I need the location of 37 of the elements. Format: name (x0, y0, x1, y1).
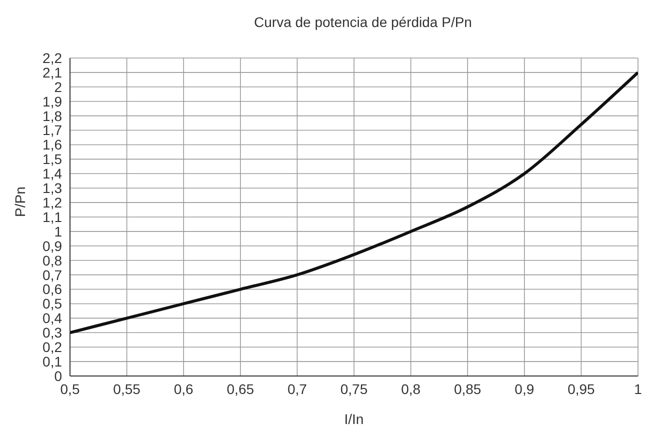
x-axis-title: I/In (344, 411, 364, 427)
y-axis-title: P/Pn (12, 186, 28, 217)
y-tick-label: 1,2 (42, 194, 62, 211)
y-tick-label: 0,9 (42, 238, 62, 254)
y-tick-label: 0,5 (42, 296, 62, 312)
y-tick-label: 0,3 (42, 324, 62, 341)
x-tick-label: 0,65 (226, 380, 254, 397)
y-tick-label: 2 (54, 78, 62, 95)
x-tick-label: 0,55 (113, 380, 141, 397)
y-tick-label: 1,6 (42, 136, 62, 153)
y-tick-label: 1,1 (42, 208, 62, 225)
chart-title: Curva de potencia de pérdida P/Pn (253, 14, 473, 30)
y-tick-label: 2,1 (42, 64, 62, 80)
x-tick-label: 0,6 (174, 380, 194, 397)
y-tick-label: 0,4 (42, 310, 62, 326)
x-tick-label: 1 (634, 380, 642, 397)
x-tick-label: 0,9 (514, 380, 534, 397)
y-tick-label: 0,8 (42, 252, 62, 268)
y-tick-label: 1,9 (42, 93, 62, 110)
y-tick-label: 1,8 (42, 108, 62, 124)
y-tick-label: 1,5 (42, 151, 62, 168)
x-tick-label: 0,95 (568, 380, 596, 397)
line-series (70, 70, 638, 334)
y-tick-label: 0,7 (42, 266, 62, 283)
y-tick-label: 1,7 (42, 122, 62, 138)
y-tick-label: 2,2 (42, 50, 62, 66)
y-tick-label: 0 (54, 368, 62, 384)
y-tick-label: 0,6 (42, 281, 62, 298)
y-tick-label: 0,1 (42, 354, 62, 370)
x-tick-label: 0,7 (287, 380, 308, 397)
x-tick-label: 0,8 (401, 380, 421, 397)
x-tick-label: 0,85 (454, 380, 482, 397)
y-tick-label: 1,3 (42, 180, 62, 196)
x-tick-label: 0,75 (340, 380, 368, 397)
y-tick-label: 1,4 (42, 166, 62, 182)
y-tick-label: 1 (54, 223, 62, 240)
y-tick-label: 0,2 (42, 339, 62, 356)
